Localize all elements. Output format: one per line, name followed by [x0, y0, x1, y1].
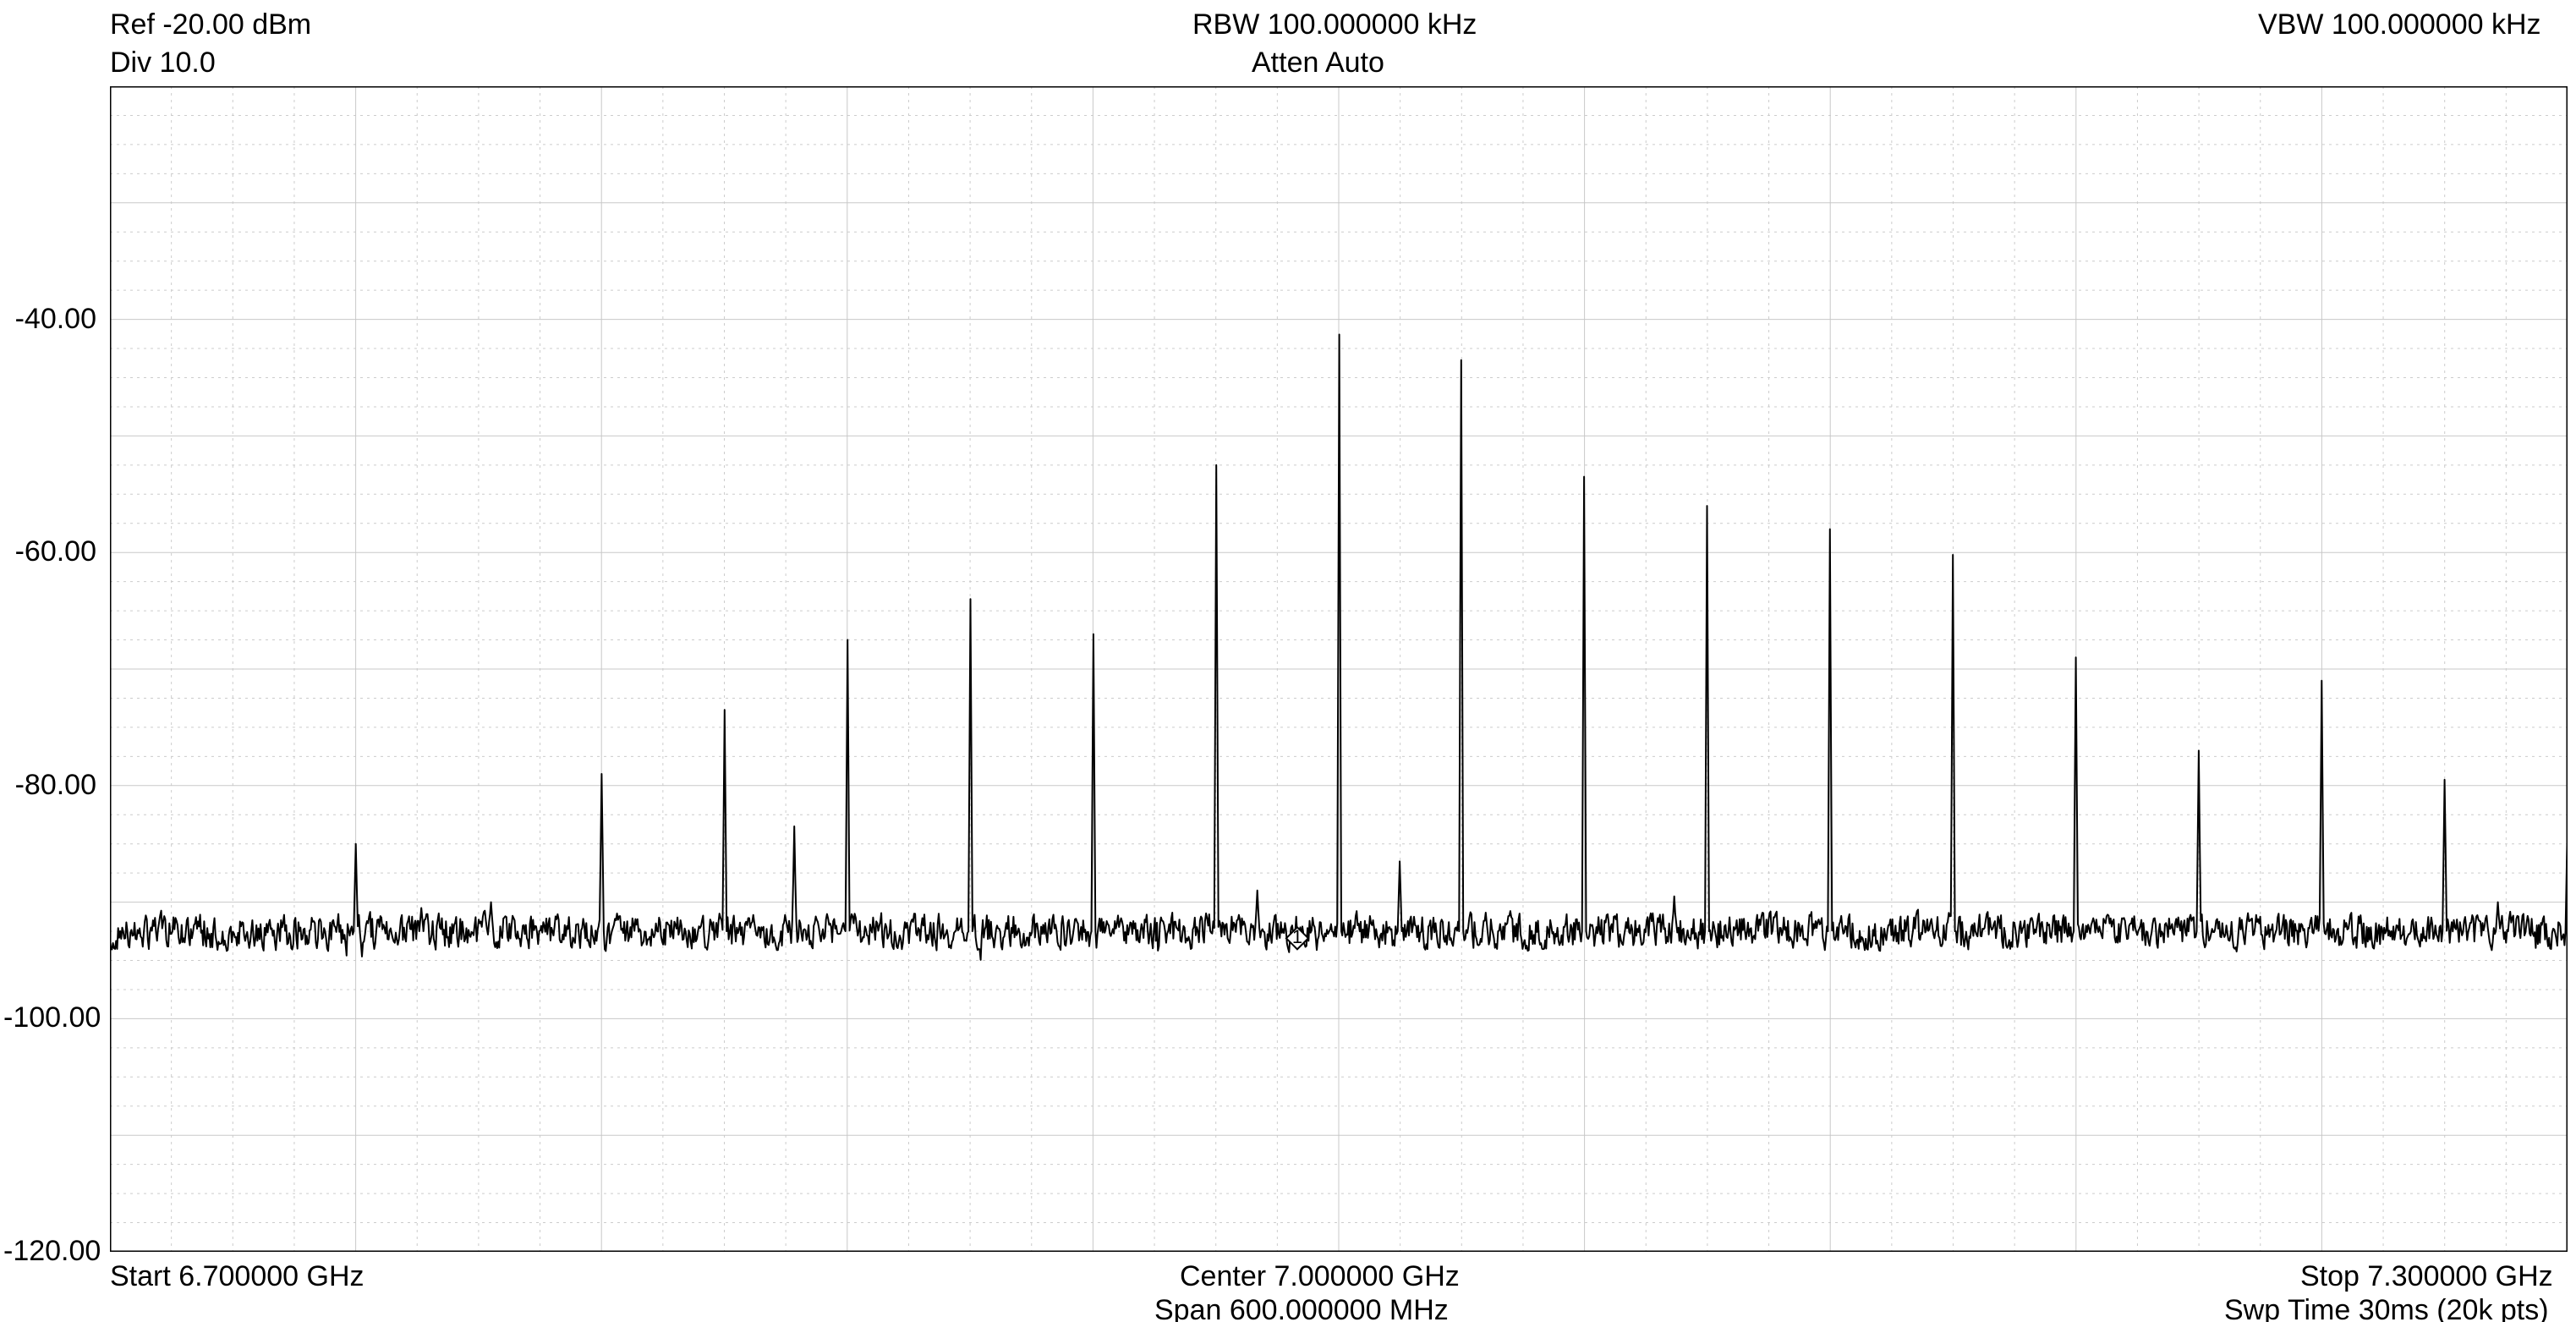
spectrum-analyzer-display: Ref -20.00 dBm Div 10.0 RBW 100.000000 k… [0, 0, 2576, 1322]
atten-label: Atten Auto [1252, 47, 1384, 80]
ref-level-label: Ref -20.00 dBm [110, 8, 311, 41]
marker-number-label: 1 [1292, 926, 1302, 947]
center-freq-label: Center 7.000000 GHz [1180, 1260, 1460, 1293]
ytick-label: -80.00 [3, 769, 96, 802]
sweep-time-label: Swp Time 30ms (20k pts) [2224, 1294, 2549, 1322]
stop-freq-label: Stop 7.300000 GHz [2300, 1260, 2553, 1293]
spectrum-plot: 1 [110, 86, 2568, 1252]
ytick-label: -60.00 [3, 535, 96, 568]
ytick-label: -120.00 [3, 1235, 96, 1268]
rbw-label: RBW 100.000000 kHz [1192, 8, 1477, 41]
div-label: Div 10.0 [110, 47, 216, 80]
ytick-label: -100.00 [3, 1001, 96, 1034]
start-freq-label: Start 6.700000 GHz [110, 1260, 364, 1293]
span-label: Span 600.000000 MHz [1154, 1294, 1449, 1322]
ytick-label: -40.00 [3, 303, 96, 336]
vbw-label: VBW 100.000000 kHz [2258, 8, 2541, 41]
